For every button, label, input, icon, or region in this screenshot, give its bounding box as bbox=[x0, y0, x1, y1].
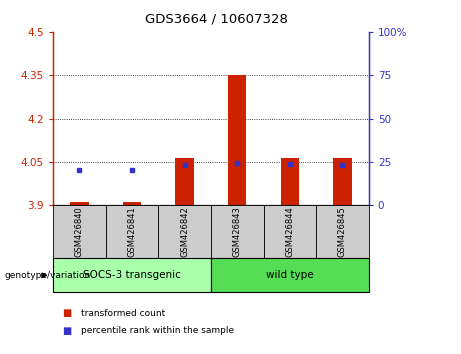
Text: genotype/variation: genotype/variation bbox=[5, 271, 91, 280]
Bar bbox=[158, 205, 211, 258]
Text: GSM426843: GSM426843 bbox=[233, 206, 242, 257]
Text: wild type: wild type bbox=[266, 270, 313, 280]
Text: ■: ■ bbox=[62, 326, 71, 336]
Text: transformed count: transformed count bbox=[81, 309, 165, 318]
Bar bbox=[333, 159, 352, 205]
Text: GSM426845: GSM426845 bbox=[338, 206, 347, 257]
Bar bbox=[211, 258, 369, 292]
Text: SOCS-3 transgenic: SOCS-3 transgenic bbox=[83, 270, 181, 280]
Text: ■: ■ bbox=[62, 308, 71, 318]
Bar bbox=[281, 159, 299, 205]
Text: GSM426844: GSM426844 bbox=[285, 206, 295, 257]
Text: percentile rank within the sample: percentile rank within the sample bbox=[81, 326, 234, 336]
Bar bbox=[316, 205, 369, 258]
Text: GSM426842: GSM426842 bbox=[180, 206, 189, 257]
Bar bbox=[70, 202, 89, 205]
Text: GSM426840: GSM426840 bbox=[75, 206, 84, 257]
Text: GSM426841: GSM426841 bbox=[127, 206, 136, 257]
Bar bbox=[175, 159, 194, 205]
Bar bbox=[53, 205, 106, 258]
Bar bbox=[211, 205, 264, 258]
Text: GDS3664 / 10607328: GDS3664 / 10607328 bbox=[145, 12, 288, 25]
Bar bbox=[228, 75, 247, 205]
Bar bbox=[123, 202, 141, 205]
Bar bbox=[264, 205, 316, 258]
Bar bbox=[53, 258, 211, 292]
Bar bbox=[106, 205, 158, 258]
